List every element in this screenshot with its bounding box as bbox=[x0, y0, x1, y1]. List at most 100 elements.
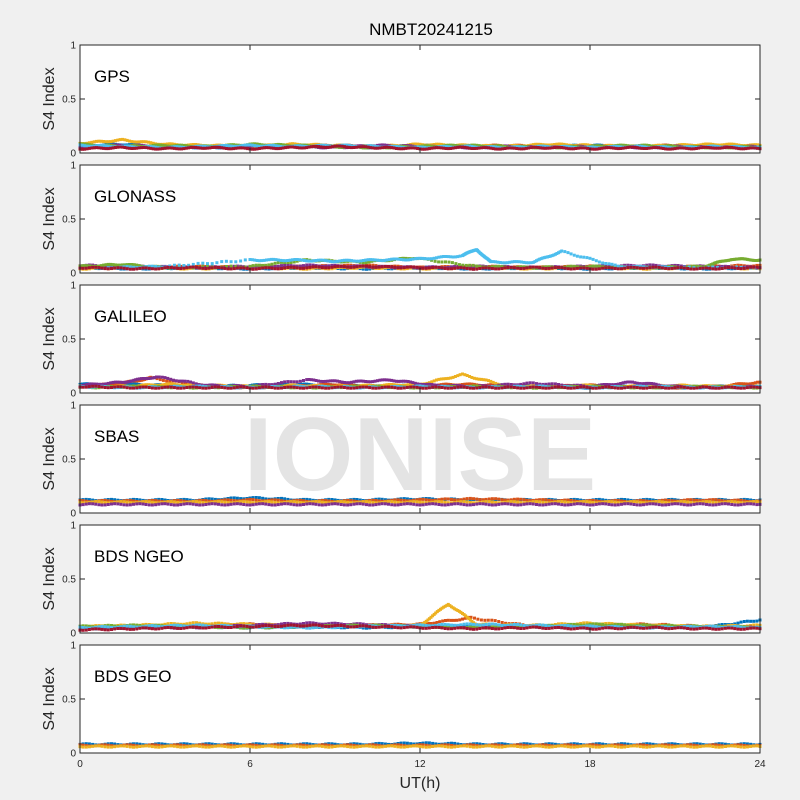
data-point bbox=[651, 263, 655, 267]
data-point bbox=[749, 265, 753, 269]
data-point bbox=[309, 378, 313, 382]
data-point bbox=[132, 384, 135, 388]
data-point bbox=[226, 267, 230, 271]
data-point bbox=[591, 264, 595, 268]
data-point bbox=[491, 383, 495, 386]
data-point bbox=[132, 140, 136, 144]
data-point bbox=[138, 266, 142, 270]
data-point bbox=[477, 377, 481, 381]
data-point bbox=[487, 266, 491, 270]
data-point bbox=[125, 265, 129, 269]
data-point bbox=[739, 147, 743, 151]
data-point bbox=[342, 145, 346, 149]
data-point bbox=[166, 376, 170, 380]
data-point bbox=[529, 146, 533, 150]
data-point bbox=[555, 252, 559, 255]
data-point bbox=[638, 264, 642, 268]
data-point bbox=[130, 147, 134, 150]
data-point bbox=[602, 383, 606, 386]
data-point bbox=[402, 147, 405, 151]
data-point bbox=[416, 142, 420, 146]
data-point bbox=[354, 145, 358, 149]
data-point bbox=[328, 383, 332, 387]
data-point bbox=[399, 258, 403, 261]
data-point bbox=[122, 380, 126, 384]
data-point bbox=[522, 382, 526, 386]
data-point bbox=[361, 264, 365, 268]
data-point bbox=[503, 261, 507, 265]
data-point bbox=[158, 378, 162, 382]
data-point bbox=[479, 146, 483, 150]
data-point bbox=[385, 145, 389, 149]
data-point bbox=[457, 263, 461, 267]
data-point bbox=[602, 146, 606, 150]
data-point bbox=[703, 265, 707, 269]
data-point bbox=[720, 146, 724, 150]
data-point bbox=[583, 383, 587, 387]
data-point bbox=[289, 261, 293, 264]
data-point bbox=[186, 379, 190, 383]
data-point bbox=[463, 373, 467, 377]
data-point bbox=[475, 384, 479, 388]
data-point bbox=[563, 250, 567, 254]
data-point bbox=[405, 265, 409, 269]
data-point bbox=[139, 383, 143, 387]
data-point bbox=[468, 375, 472, 378]
data-point bbox=[594, 259, 598, 263]
data-point bbox=[158, 147, 162, 151]
data-point bbox=[373, 379, 377, 383]
data-point bbox=[524, 146, 528, 150]
data-point bbox=[170, 146, 174, 150]
data-point bbox=[347, 383, 351, 386]
data-point bbox=[184, 144, 188, 148]
data-point bbox=[586, 143, 590, 147]
data-point bbox=[371, 258, 375, 262]
data-point bbox=[324, 145, 328, 149]
data-point bbox=[680, 143, 684, 147]
data-point bbox=[149, 146, 153, 150]
data-point bbox=[246, 147, 250, 151]
data-point bbox=[300, 144, 304, 148]
data-point bbox=[317, 145, 320, 149]
data-point bbox=[113, 380, 117, 384]
data-point bbox=[312, 144, 316, 148]
data-point bbox=[404, 256, 408, 260]
data-point bbox=[564, 384, 568, 388]
data-point bbox=[555, 142, 559, 146]
data-point bbox=[546, 143, 549, 147]
data-point bbox=[512, 260, 516, 264]
data-point bbox=[520, 260, 523, 264]
data-point bbox=[437, 260, 441, 264]
data-point bbox=[272, 257, 276, 261]
data-point bbox=[572, 253, 576, 257]
data-point bbox=[497, 267, 501, 271]
data-point bbox=[138, 379, 142, 383]
data-point bbox=[425, 144, 429, 148]
data-point bbox=[482, 146, 486, 150]
data-point bbox=[106, 264, 110, 268]
data-point bbox=[245, 267, 249, 270]
data-point bbox=[631, 380, 634, 384]
data-point bbox=[647, 144, 651, 147]
data-point bbox=[161, 383, 165, 387]
data-point bbox=[257, 144, 261, 148]
data-point bbox=[733, 266, 737, 270]
data-point bbox=[172, 263, 176, 267]
data-point bbox=[109, 140, 113, 144]
data-point bbox=[272, 143, 276, 147]
data-point bbox=[456, 374, 460, 378]
data-point bbox=[541, 256, 545, 260]
data-point bbox=[261, 263, 265, 267]
data-point bbox=[317, 265, 321, 269]
data-point bbox=[116, 138, 120, 142]
data-point bbox=[508, 146, 512, 150]
data-point bbox=[609, 383, 613, 387]
data-point bbox=[113, 146, 117, 149]
data-point bbox=[342, 265, 346, 269]
data-point bbox=[215, 261, 219, 265]
data-point bbox=[733, 257, 737, 261]
data-point bbox=[319, 379, 323, 383]
data-point bbox=[371, 144, 375, 148]
data-point bbox=[649, 384, 653, 388]
